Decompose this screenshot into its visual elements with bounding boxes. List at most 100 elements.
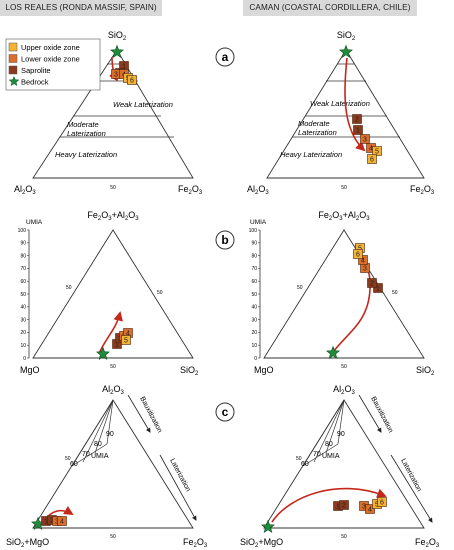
c-right-umia-label: UMIA (322, 453, 340, 460)
a-right-zone-moderate-2: Laterization (298, 128, 337, 137)
svg-text:c: c (222, 405, 229, 419)
umia-axis-tick-label: 60 (20, 279, 26, 285)
a-left-bedrock-star (110, 44, 124, 58)
umia-axis-tick-label: 90 (251, 241, 257, 247)
svg-text:6: 6 (370, 157, 374, 164)
a-right-trend-arrow (344, 57, 366, 152)
b-right-apex-sio2: SiO2 (416, 365, 435, 377)
a-right-sample-marker: 2 (352, 114, 362, 124)
umia-axis-tick-label: 70 (251, 266, 257, 272)
umia-axis-tick-label: 0 (23, 356, 26, 362)
svg-text:5: 5 (124, 338, 128, 345)
c-left-tick-50-bottom: 50 (110, 534, 116, 540)
svg-text:1: 1 (44, 519, 48, 526)
c-right-umia-70: 70 (313, 451, 321, 458)
svg-text:2: 2 (355, 117, 359, 124)
umia-axis-tick-label: 50 (20, 292, 26, 298)
b-left-trend-arrow (98, 311, 123, 355)
panel-c-left-triangle (32, 394, 197, 529)
c-left-umia-label: UMIA (91, 453, 109, 460)
b-left-axis-title: UMIA (26, 219, 43, 226)
svg-text:5: 5 (358, 246, 362, 253)
svg-text:5: 5 (375, 502, 379, 509)
a-right-zone-moderate-1: Moderate (298, 119, 330, 128)
umia-axis-tick-label: 40 (251, 305, 257, 311)
a-right-tick-50: 50 (341, 185, 347, 191)
svg-text:6: 6 (130, 78, 134, 85)
c-right-umia-90: 90 (337, 431, 345, 438)
panel-letter-b: b (215, 230, 235, 250)
a-left-zone-moderate-2: Laterization (67, 129, 106, 138)
umia-axis-tick-label: 100 (249, 228, 258, 234)
b-right-apex-mgo: MgO (254, 365, 274, 375)
svg-text:3: 3 (363, 137, 367, 144)
legend-swatch (8, 54, 18, 63)
c-left-umia-90: 90 (106, 431, 114, 438)
c-right-sample-marker: 6 (377, 497, 387, 507)
svg-text:2: 2 (50, 518, 54, 525)
umia-axis-tick-label: 70 (20, 266, 26, 272)
c-left-umia-80: 80 (94, 441, 102, 448)
b-right-sample-marker: 4 (358, 255, 368, 265)
svg-text:3: 3 (363, 266, 367, 273)
panel-a-left-triangle (32, 49, 194, 179)
b-right-tick-50-left: 50 (297, 285, 303, 291)
c-right-bauxitization-label: Bauxitization (369, 396, 394, 434)
b-right-sample-marker: 1 (373, 283, 383, 293)
b-left-sample-marker: 5 (121, 335, 131, 345)
a-left-zone-weak: Weak Laterization (113, 100, 173, 109)
c-left-apex-al2o3: Al2O3 (102, 384, 124, 396)
b-right-sample-marker: 2 (367, 278, 377, 288)
panel-a-right-triangle (266, 49, 425, 179)
umia-axis-tick-label: 30 (20, 317, 26, 323)
c-left-bauxitization-label: Bauxitization (138, 396, 163, 434)
umia-axis-tick-label: 20 (251, 330, 257, 336)
legend-star-swatch (8, 75, 20, 87)
umia-axis-tick-label: 60 (251, 279, 257, 285)
c-left-apex-sio2-mgo: SiO2+MgO (6, 537, 49, 549)
svg-text:3: 3 (114, 72, 118, 79)
c-left-apex-fe2o3: Fe2O3 (183, 537, 208, 549)
svg-text:5: 5 (375, 149, 379, 156)
b-right-bedrock-star (326, 345, 340, 359)
a-left-zone-heavy: Heavy Laterization (55, 150, 117, 159)
legend-item: Lower oxide zone (8, 54, 80, 64)
svg-text:a: a (222, 50, 229, 64)
c-right-tick-50-left: 50 (296, 456, 302, 462)
svg-text:1: 1 (336, 504, 340, 511)
c-left-umia-70: 70 (82, 451, 90, 458)
c-right-umia-80: 80 (325, 441, 333, 448)
a-left-apex-al2o3: Al2O3 (14, 184, 36, 196)
svg-text:4: 4 (368, 507, 372, 514)
c-left-tick-50-left: 50 (65, 456, 71, 462)
svg-text:3: 3 (55, 519, 59, 526)
b-left-bedrock-star (96, 346, 110, 360)
c-right-apex-al2o3: Al2O3 (333, 384, 355, 396)
c-left-umia-60: 60 (70, 461, 78, 468)
b-right-axis-title: UMIA (250, 219, 267, 226)
a-left-apex-sio2: SiO2 (108, 30, 127, 42)
svg-text:2: 2 (342, 503, 346, 510)
panel-letter-a: a (215, 47, 235, 67)
legend-swatch (8, 65, 18, 75)
c-right-apex-sio2-mgo: SiO2+MgO (240, 537, 283, 549)
a-right-apex-sio2: SiO2 (337, 30, 356, 42)
c-right-apex-fe2o3: Fe2O3 (415, 537, 440, 549)
legend-swatch (8, 42, 18, 52)
c-right-sample-marker: 4 (365, 504, 375, 514)
svg-text:4: 4 (60, 519, 64, 526)
legend-item: Bedrock (8, 75, 49, 87)
legend-item: Saprolite (8, 65, 51, 75)
b-right-apex-fe2o3-al2o3: Fe2O3+Al2O3 (318, 210, 370, 222)
panel-b-left-triangle (28, 229, 194, 359)
umia-axis-tick-label: 80 (20, 253, 26, 259)
svg-text:b: b (221, 233, 228, 247)
right-column-header: CAMAN (COASTAL CORDILLERA, CHILE) (243, 0, 417, 16)
left-column-header: LOS REALES (RONDA MASSIF, SPAIN) (0, 0, 162, 16)
a-right-zone-weak: Weak Laterization (310, 99, 370, 108)
svg-text:6: 6 (380, 500, 384, 507)
b-right-tick-50-right: 50 (392, 290, 398, 296)
